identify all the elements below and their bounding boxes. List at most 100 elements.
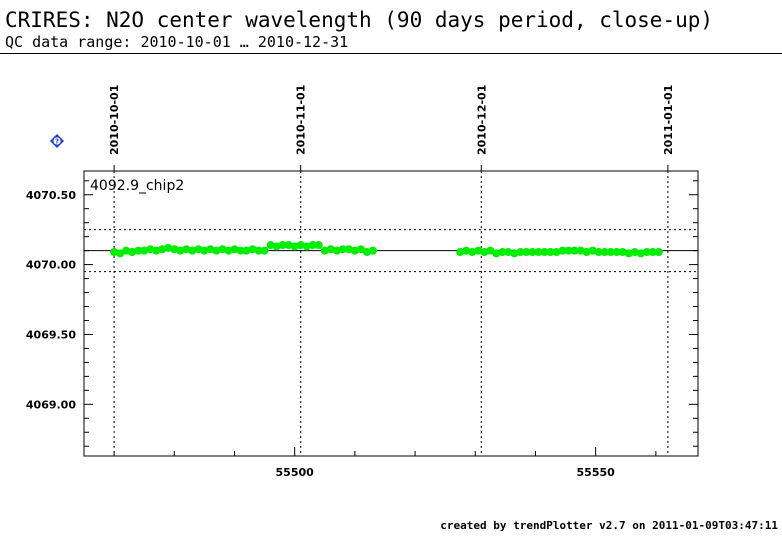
data-point xyxy=(552,248,561,257)
data-point xyxy=(116,249,125,258)
data-point xyxy=(122,246,131,255)
data-point xyxy=(212,246,221,255)
date-tick-label: 2011-01-01 xyxy=(662,85,675,155)
data-point xyxy=(254,246,263,255)
data-point xyxy=(218,245,227,254)
data-point xyxy=(516,248,525,257)
data-point xyxy=(522,248,531,257)
data-point xyxy=(362,248,371,257)
data-point xyxy=(134,246,143,255)
data-point xyxy=(534,248,543,257)
data-point xyxy=(314,241,323,250)
data-point xyxy=(588,246,597,255)
footer-credit: created by trendPlotter v2.7 on 2011-01-… xyxy=(440,519,778,532)
data-point xyxy=(606,248,615,257)
data-point xyxy=(200,246,209,255)
series-legend-label: 4092.9_chip2 xyxy=(90,178,184,194)
data-point xyxy=(594,248,603,257)
help-diamond-center xyxy=(53,137,61,145)
data-point xyxy=(266,241,275,250)
data-point xyxy=(140,246,149,255)
data-point xyxy=(206,245,215,254)
data-point xyxy=(618,248,627,257)
data-point xyxy=(338,245,347,254)
x-tick-label: 55500 xyxy=(276,466,315,479)
data-point xyxy=(326,245,335,254)
data-point xyxy=(110,248,119,257)
data-point xyxy=(564,246,573,255)
data-point xyxy=(176,246,185,255)
data-point xyxy=(636,249,645,258)
data-point xyxy=(528,248,537,257)
data-point xyxy=(642,248,651,257)
x-tick-label: 55550 xyxy=(577,466,616,479)
data-point xyxy=(188,246,197,255)
data-point xyxy=(182,245,191,254)
help-diamond-icon[interactable]: ? xyxy=(50,134,64,148)
data-point xyxy=(654,248,663,257)
date-tick-label: 2010-10-01 xyxy=(108,85,121,155)
data-point xyxy=(612,248,621,257)
data-point xyxy=(576,246,585,255)
data-point xyxy=(272,242,281,251)
y-tick-label: 4069.50 xyxy=(26,328,76,341)
data-range-subtitle: QC data range: 2010-10-01 … 2010-12-31 xyxy=(5,33,349,51)
data-point xyxy=(540,248,549,257)
data-point xyxy=(486,246,495,255)
data-point xyxy=(146,245,155,254)
data-point xyxy=(474,246,483,255)
data-point xyxy=(558,246,567,255)
data-point xyxy=(152,246,161,255)
data-point xyxy=(236,246,245,255)
data-point xyxy=(242,246,251,255)
data-point xyxy=(492,249,501,258)
data-point xyxy=(350,246,359,255)
data-point xyxy=(356,245,365,254)
grid-layer xyxy=(84,171,698,456)
ticks-layer: 2010-10-01 2010-11-01 2010-12-01 2011-01-01… xyxy=(26,85,698,479)
data-point xyxy=(248,245,257,254)
header-divider xyxy=(0,53,782,54)
y-tick-label: 4070.00 xyxy=(26,259,76,272)
data-point xyxy=(630,248,639,257)
data-point xyxy=(498,248,507,257)
data-point xyxy=(648,248,657,257)
data-point xyxy=(278,241,287,250)
data-point xyxy=(456,248,465,257)
y-tick-label: 4069.00 xyxy=(26,398,76,411)
data-point xyxy=(332,246,341,255)
data-point xyxy=(164,243,173,252)
plot-frame xyxy=(83,170,699,457)
data-point xyxy=(170,245,179,254)
data-point xyxy=(128,248,137,257)
data-point xyxy=(480,248,489,257)
y-tick-label: 4070.50 xyxy=(26,189,76,202)
data-point xyxy=(582,248,591,257)
data-point xyxy=(504,248,513,257)
data-point xyxy=(224,246,233,255)
data-point xyxy=(230,245,239,254)
data-point xyxy=(308,241,317,250)
data-points-layer xyxy=(110,241,663,258)
data-point xyxy=(296,241,305,250)
data-point xyxy=(546,248,555,257)
data-point xyxy=(468,248,477,257)
data-point xyxy=(510,249,519,258)
data-point xyxy=(194,245,203,254)
data-point xyxy=(260,246,269,255)
data-point xyxy=(290,242,299,251)
data-point xyxy=(624,249,633,258)
data-point xyxy=(368,246,377,255)
data-point xyxy=(600,248,609,257)
data-point xyxy=(462,246,471,255)
page-title: CRIRES: N2O center wavelength (90 days p… xyxy=(5,8,714,32)
help-diamond-label: ? xyxy=(55,137,59,145)
data-point xyxy=(284,241,293,250)
data-point xyxy=(320,246,329,255)
data-point xyxy=(158,245,167,254)
date-tick-label: 2010-12-01 xyxy=(475,85,488,155)
data-point xyxy=(302,242,311,251)
data-point xyxy=(344,245,353,254)
date-tick-label: 2010-11-01 xyxy=(295,85,308,155)
